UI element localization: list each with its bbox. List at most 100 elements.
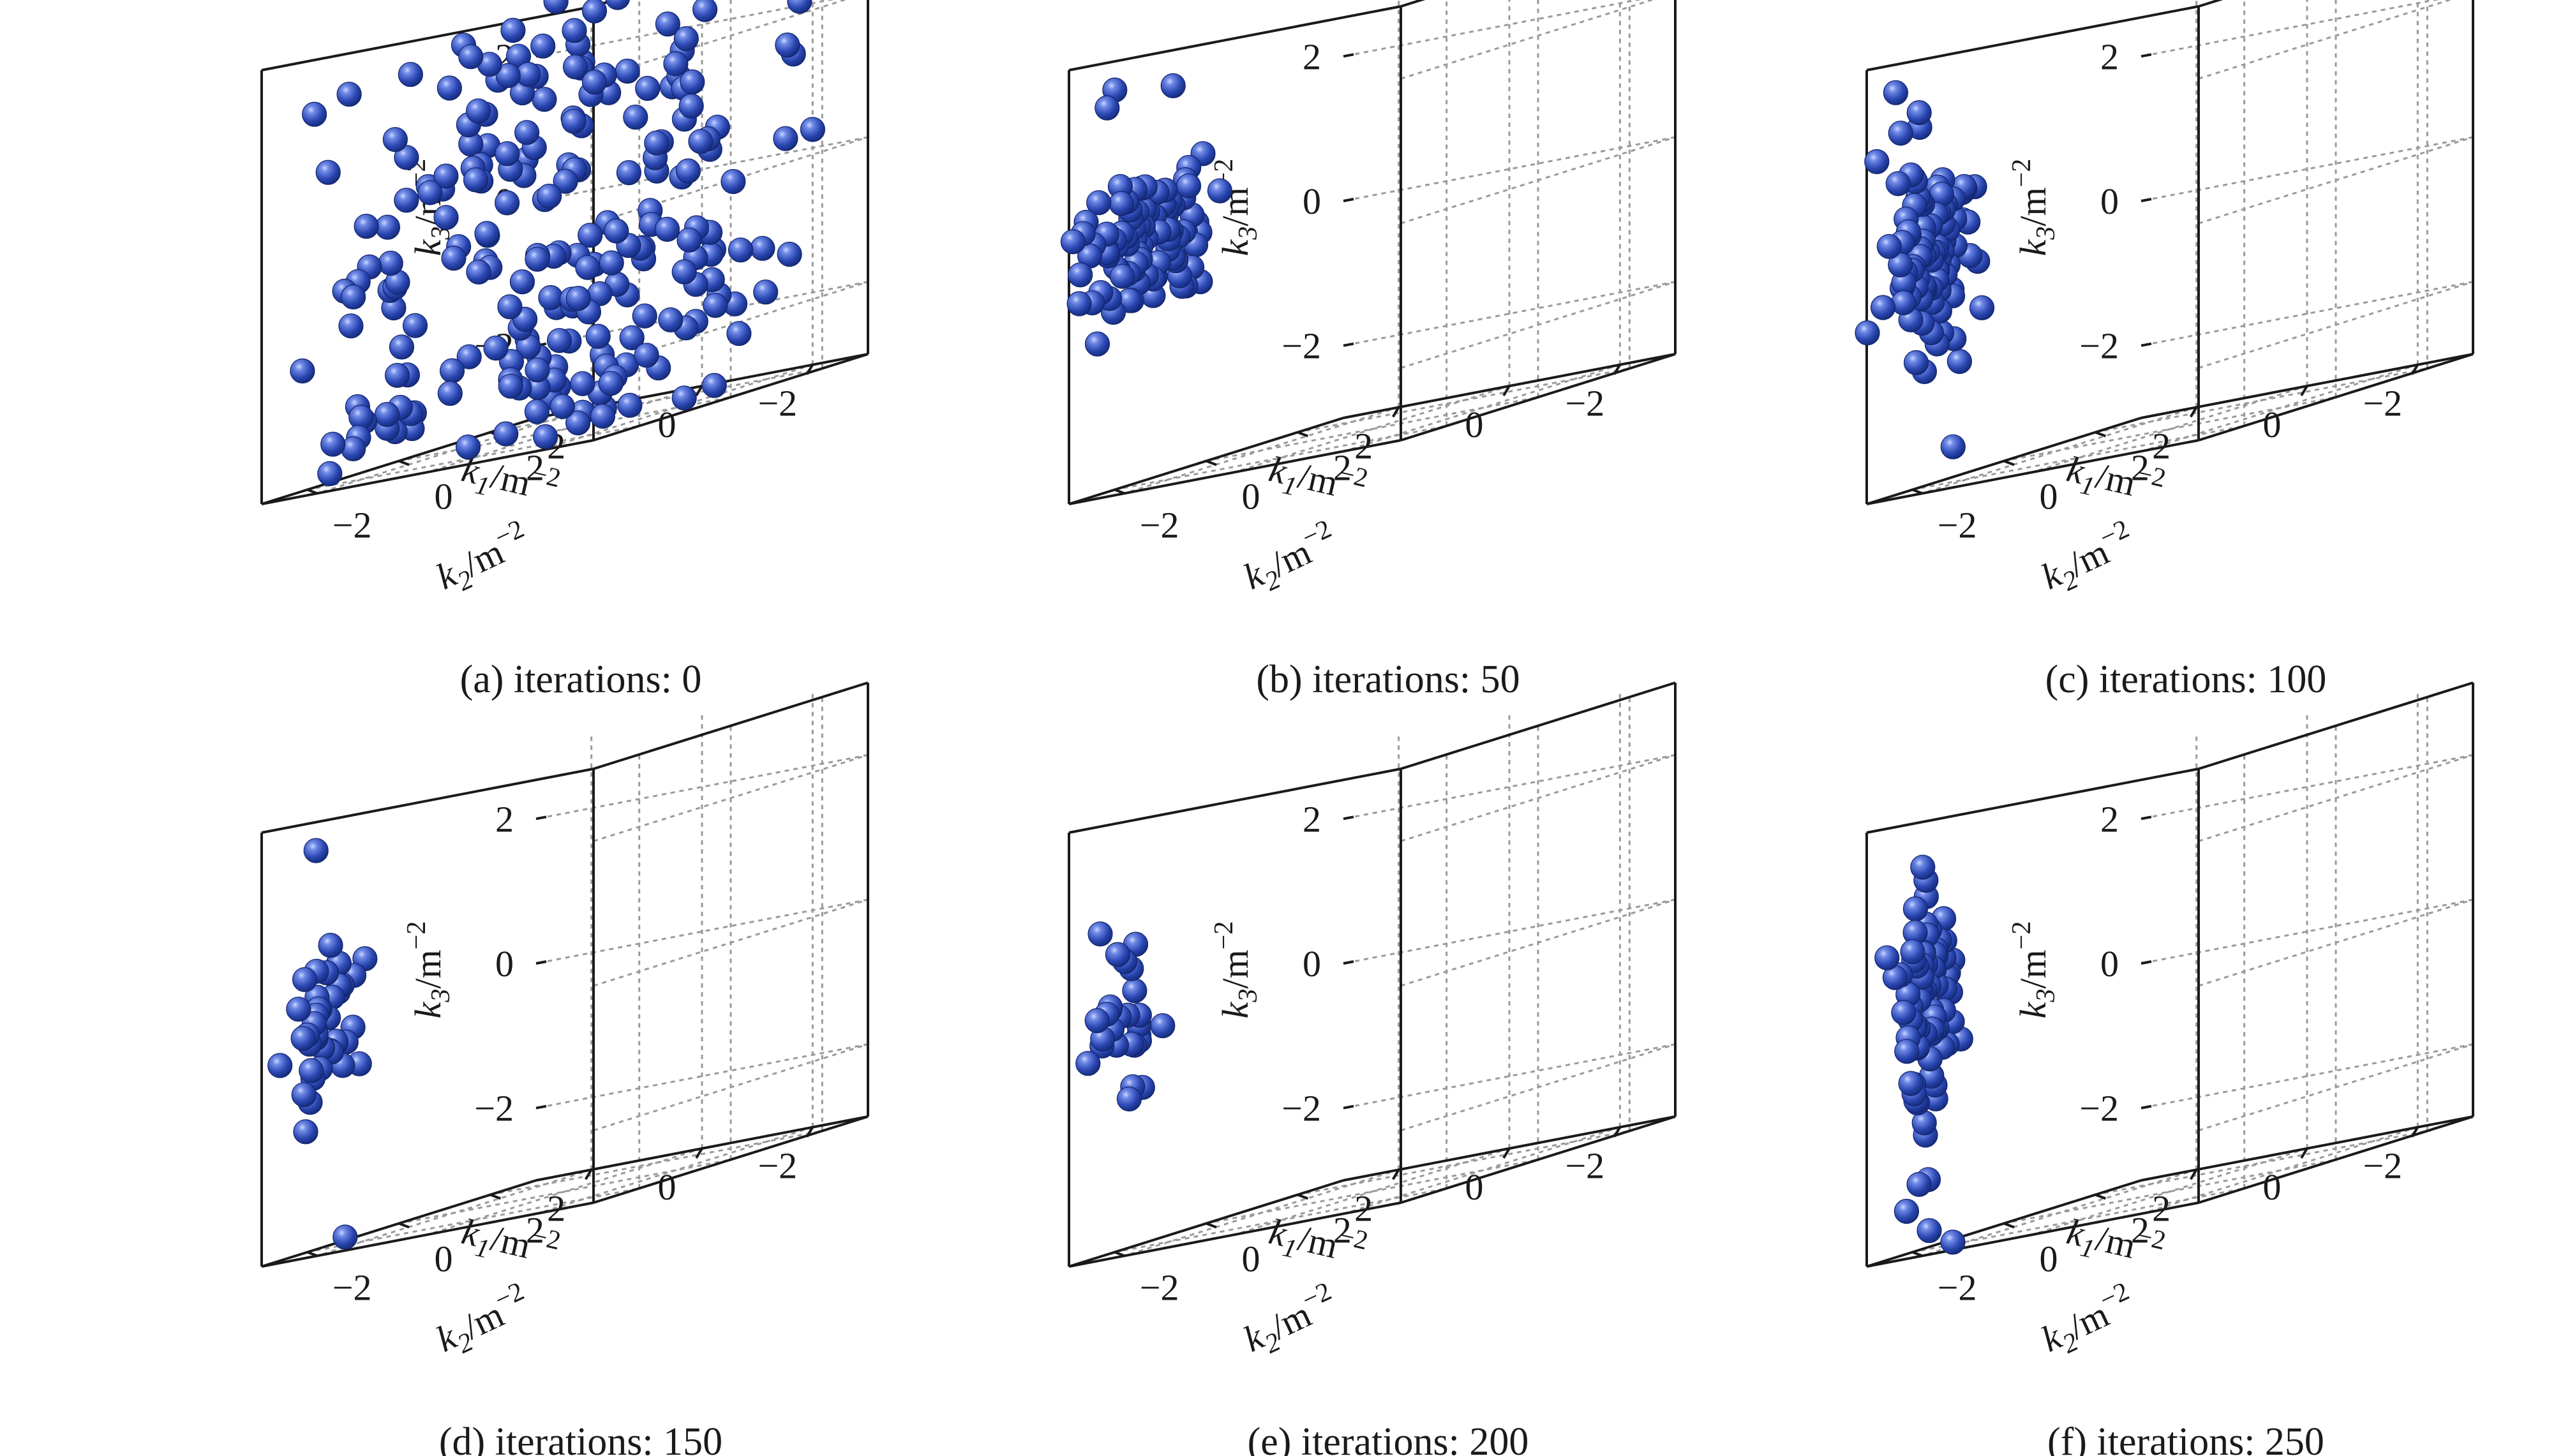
x-axis-label: k1/m−2 xyxy=(2061,1205,2169,1279)
y-tick-label: 0 xyxy=(2040,476,2058,517)
data-point xyxy=(1940,1229,1966,1255)
z-tick-label: −2 xyxy=(1282,1088,1321,1129)
x-tick-label: 2 xyxy=(1354,425,1373,466)
data-point xyxy=(1906,1171,1932,1197)
x-axis-label-exp: −2 xyxy=(529,459,564,494)
data-point xyxy=(565,286,591,311)
y-tick-label: −2 xyxy=(1938,505,1977,546)
data-point xyxy=(1874,945,1900,970)
x-axis-label: k1/m−2 xyxy=(456,443,564,517)
z-axis-label-var: k xyxy=(407,239,449,256)
data-point xyxy=(320,431,346,457)
data-point xyxy=(394,188,419,213)
data-point xyxy=(389,334,415,360)
panel-caption: (a) iterations: 0 xyxy=(460,658,702,701)
y-axis-label: k2/m−2 xyxy=(2033,1277,2144,1367)
x-axis-label-unit: /m xyxy=(487,455,534,504)
data-point xyxy=(286,997,311,1022)
data-point xyxy=(525,246,550,272)
y-tick-label: −2 xyxy=(333,505,372,546)
x-axis-label-exp: −2 xyxy=(2134,1221,2169,1256)
data-point xyxy=(333,1224,358,1250)
z-axis-label: k3/m−2 xyxy=(1209,159,1263,256)
data-point xyxy=(498,373,523,399)
data-point xyxy=(374,401,400,427)
x-tick-label: 0 xyxy=(658,404,676,445)
data-point xyxy=(1075,1051,1101,1076)
x-axis-label-unit: /m xyxy=(1294,1217,1341,1267)
data-point xyxy=(787,0,812,14)
y-tick-label: 0 xyxy=(1242,476,1260,517)
data-point xyxy=(493,421,519,447)
y-axis-label: k2/m−2 xyxy=(428,514,539,604)
x-tick-label: −2 xyxy=(758,383,797,424)
grid xyxy=(307,693,869,1257)
grid xyxy=(1912,0,2474,494)
data-point xyxy=(532,87,557,112)
z-axis-label: k3/m−2 xyxy=(1209,921,1263,1019)
data-point xyxy=(340,284,366,309)
x-axis-label: k1/m−2 xyxy=(456,1205,564,1279)
z-axis-label-sub: 3 xyxy=(426,989,456,1003)
data-point xyxy=(483,335,509,361)
data-point xyxy=(1902,896,1928,922)
data-point xyxy=(658,307,684,332)
z-axis-label-sub: 3 xyxy=(1234,227,1263,241)
data-point xyxy=(777,241,802,267)
data-point xyxy=(692,0,718,22)
y-tick-label: 0 xyxy=(1242,1238,1260,1280)
z-tick-label: 0 xyxy=(1303,181,1321,222)
data-point xyxy=(562,18,587,43)
data-point xyxy=(1105,942,1130,967)
data-point xyxy=(654,216,680,242)
data-point xyxy=(546,328,572,353)
data-point xyxy=(456,344,482,369)
data-point xyxy=(1160,73,1186,98)
z-axis-label-sub: 3 xyxy=(2031,989,2061,1003)
data-point xyxy=(598,371,624,396)
x-axis-label-exp: −2 xyxy=(1336,459,1371,494)
data-point xyxy=(562,54,588,80)
data-point xyxy=(655,11,681,37)
data-point xyxy=(1150,1013,1176,1039)
y-axis-label: k2/m−2 xyxy=(1235,1277,1346,1367)
data-point xyxy=(703,293,728,318)
data-point xyxy=(514,120,540,145)
x-axis-label-exp: −2 xyxy=(2134,459,2169,494)
data-point xyxy=(1910,854,1936,880)
data-point xyxy=(617,392,643,418)
data-point xyxy=(437,75,462,101)
x-tick-label: 0 xyxy=(658,1166,676,1208)
data-point xyxy=(402,313,428,338)
data-point xyxy=(267,1053,293,1078)
z-tick-label: 0 xyxy=(2100,943,2119,984)
data-point xyxy=(433,163,459,189)
z-axis-label: k3/m−2 xyxy=(2007,921,2061,1019)
data-point xyxy=(455,434,481,460)
data-point xyxy=(675,158,701,184)
data-point xyxy=(497,294,523,320)
data-point xyxy=(728,237,754,263)
x-tick-label: 2 xyxy=(2152,1187,2171,1229)
z-axis-label-exp: −2 xyxy=(2007,159,2036,188)
data-point xyxy=(1060,229,1086,255)
x-tick-label: −2 xyxy=(1565,383,1604,424)
data-point xyxy=(750,235,775,261)
data-point xyxy=(533,424,558,450)
y-tick-label: 2 xyxy=(1333,447,1352,489)
y-tick-label: 2 xyxy=(526,1210,544,1251)
data-point xyxy=(605,0,630,10)
data-point xyxy=(303,838,329,863)
data-point xyxy=(1086,190,1112,216)
y-tick-label: 0 xyxy=(435,1238,453,1280)
data-point xyxy=(1870,295,1896,320)
x-tick-label: −2 xyxy=(758,1145,797,1187)
data-point xyxy=(1109,264,1135,289)
data-point xyxy=(1940,434,1966,459)
data-point xyxy=(599,250,624,276)
